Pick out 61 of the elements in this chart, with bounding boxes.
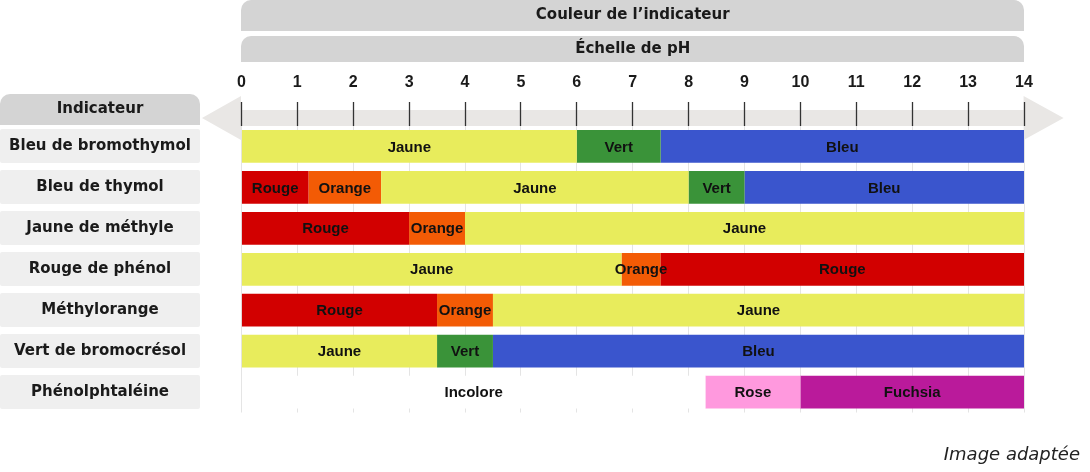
x-tick-label: 13	[959, 73, 978, 91]
text: Orange	[438, 301, 492, 319]
x-tick-label: 6	[572, 73, 582, 91]
x-axis-title: Échelle de pH	[575, 37, 691, 57]
text: Jaune	[410, 260, 454, 278]
text: Rouge	[818, 260, 866, 278]
x-tick-label: 12	[903, 73, 922, 91]
text: Rouge	[302, 219, 349, 237]
y-tick-label: Phénolphtaléine	[31, 381, 169, 400]
x-tick-label: 10	[791, 73, 810, 91]
series-label: Rose	[734, 383, 772, 401]
bar	[492, 334, 1024, 368]
bar	[492, 293, 1024, 327]
text: Image adaptée	[943, 443, 1080, 464]
series-label: Fuchsia	[883, 383, 942, 401]
y-tick-label: Vert de bromocrésol	[13, 341, 187, 360]
bar	[688, 171, 745, 204]
text: Bleu	[826, 137, 859, 155]
series-label: Jaune	[513, 178, 557, 196]
bar	[465, 211, 1024, 245]
y-tick-label: Jaune de méthyle	[25, 218, 174, 237]
series-label: Bleu	[867, 178, 901, 196]
bar	[744, 171, 1024, 204]
y-tick-label: Bleu de bromothymol	[9, 136, 191, 155]
bar	[381, 171, 689, 204]
x-tick-label: 5	[516, 73, 526, 91]
bar	[241, 334, 438, 368]
y-tick-label: Méthylorange	[41, 300, 159, 319]
bar	[241, 293, 438, 327]
bar	[241, 211, 410, 245]
text: Jaune	[736, 301, 781, 319]
text: Vert	[450, 342, 480, 360]
chart-title: Couleur de l’indicateur	[535, 5, 731, 24]
bar	[576, 130, 661, 163]
series-label: Rouge	[251, 178, 299, 196]
y-tick-label: Rouge de phénol	[28, 259, 172, 278]
y-tick-label: Bleu de thymol	[36, 177, 164, 196]
series-label: Vert	[702, 178, 731, 196]
bar	[800, 375, 1024, 409]
x-tick-label: 7	[628, 73, 638, 91]
text: Orange	[318, 178, 372, 196]
text: Jaune	[722, 219, 767, 237]
x-tick-label: 11	[847, 73, 865, 91]
x-tick-label: 3	[404, 73, 414, 91]
bar	[437, 334, 493, 368]
text: Jaune	[317, 342, 362, 360]
y-axis-title: Indicateur	[56, 99, 144, 118]
text: Bleu	[742, 342, 775, 360]
x-tick-label: 9	[740, 73, 750, 91]
text: Vert	[604, 137, 633, 155]
x-tick-label: 2	[348, 73, 358, 91]
bar	[705, 375, 801, 409]
text: Jaune	[387, 137, 432, 155]
text: Rouge	[316, 301, 363, 319]
x-tick-label: 1	[292, 73, 302, 91]
x-tick-label: 0	[236, 73, 246, 91]
x-tick-label: 14	[1015, 73, 1033, 91]
series-label: Incolore	[444, 383, 503, 401]
x-tick-label: 4	[460, 73, 470, 91]
x-tick-label: 8	[684, 73, 694, 91]
series-label: Orange	[410, 219, 464, 237]
